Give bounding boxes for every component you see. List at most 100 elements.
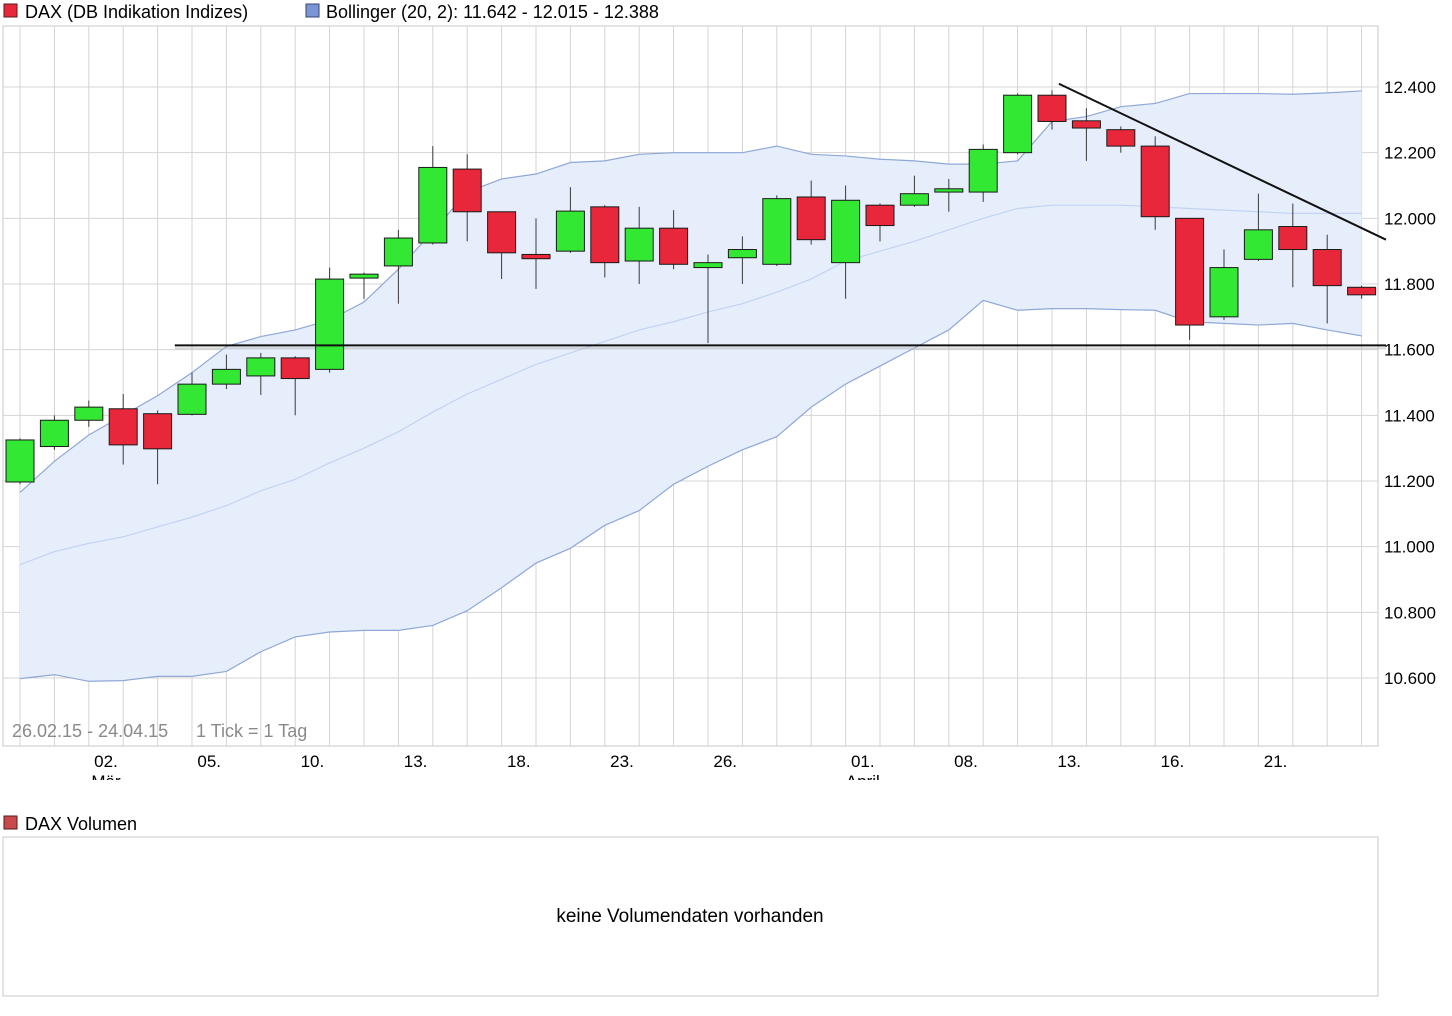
candle: [899, 175, 929, 207]
candle-body-down: [143, 413, 173, 450]
candle-body-up: [246, 357, 276, 377]
candle-body-up: [39, 419, 69, 448]
candle-body-up: [211, 368, 241, 385]
candle: [315, 267, 345, 373]
y-tick-label: 11.200: [1384, 472, 1435, 491]
legend-label-volume: DAX Volumen: [25, 814, 137, 834]
candle: [143, 410, 173, 485]
candle-body-up: [349, 273, 379, 279]
candle: [452, 154, 482, 242]
candle-body-down: [1106, 129, 1136, 147]
candle-body-down: [521, 253, 551, 260]
candle: [831, 185, 861, 299]
candle: [796, 180, 826, 245]
candle-body-up: [418, 166, 448, 244]
main-legend: DAX (DB Indikation Indizes) Bollinger (2…: [3, 2, 659, 22]
y-tick-label: 10.800: [1384, 603, 1436, 622]
y-tick-label: 12.400: [1384, 78, 1436, 97]
range-info: 26.02.15 - 24.04.15: [12, 721, 168, 741]
x-tick-label: 13.: [404, 752, 428, 771]
candle-body-down: [1312, 249, 1342, 287]
y-tick-label: 11.600: [1384, 341, 1435, 360]
candle-body-up: [1003, 94, 1033, 154]
candle: [521, 218, 551, 289]
candle: [1175, 217, 1205, 340]
candle: [487, 211, 517, 280]
candle: [1209, 249, 1239, 321]
candle-body-down: [659, 227, 689, 265]
volume-legend: DAX Volumen: [3, 814, 137, 834]
x-axis-labels: 02. 05. 10. 13. 18. 23. 26. 01. 08. 13. 16. 21. Mär A…: [91, 752, 1288, 791]
bollinger-upper-line: [19, 90, 1362, 493]
candle: [280, 356, 310, 416]
candle: [383, 229, 413, 304]
x-tick-label: 13.: [1057, 752, 1081, 771]
bollinger-lower-line: [19, 299, 1362, 682]
candle: [211, 354, 241, 390]
candle: [555, 187, 585, 253]
candle: [39, 415, 69, 450]
candle: [762, 195, 792, 266]
candle-body-up: [315, 278, 345, 370]
legend-label-bollinger: Bollinger (20, 2): 11.642 - 12.015 - 12.…: [326, 2, 659, 22]
candle-body-up: [1209, 267, 1239, 318]
candle-body-down: [452, 168, 482, 213]
candle-body-up: [1243, 229, 1273, 260]
x-tick-label: 05.: [197, 752, 221, 771]
candle: [1071, 108, 1101, 161]
candle: [693, 254, 723, 344]
candle-body-down: [108, 408, 138, 446]
candle-body-down: [1278, 226, 1308, 251]
candle: [1106, 126, 1136, 153]
candle-body-up: [693, 262, 723, 269]
x-tick-label: 01.: [851, 752, 875, 771]
trendline-resistance: [1058, 82, 1387, 241]
candle: [1037, 90, 1067, 130]
candle-body-up: [968, 148, 998, 193]
legend-label-dax: DAX (DB Indikation Indizes): [25, 2, 248, 22]
legend-swatch-bollinger: [305, 3, 320, 18]
candle-body-up: [383, 237, 413, 267]
candle-body-up: [762, 198, 792, 265]
candle: [349, 272, 379, 299]
candle: [177, 372, 207, 416]
y-tick-label: 12.200: [1384, 144, 1436, 163]
candle-body-down: [865, 204, 895, 227]
x-tick-label: 21.: [1264, 752, 1288, 771]
y-tick-label: 10.600: [1384, 669, 1436, 688]
candle-body-up: [831, 199, 861, 264]
candle-body-down: [1071, 120, 1101, 129]
candle-body-down: [1347, 286, 1377, 296]
candle-body-up: [177, 383, 207, 415]
x-tick-label: 26.: [713, 752, 737, 771]
y-tick-label: 11.800: [1384, 275, 1435, 294]
candle: [590, 205, 620, 278]
y-tick-label: 11.400: [1384, 406, 1435, 425]
x-tick-label: 16.: [1161, 752, 1185, 771]
bollinger-band-area: [20, 90, 1362, 682]
candle-body-up: [727, 249, 757, 259]
x-tick-label: 02.: [94, 752, 118, 771]
candle: [624, 206, 654, 284]
volume-plot-frame: [2, 836, 1379, 997]
x-tick-label: 23.: [610, 752, 634, 771]
candle: [1278, 203, 1308, 288]
x-month-label: April: [846, 772, 880, 791]
candle: [1347, 285, 1377, 299]
candle-body-down: [590, 206, 620, 264]
candle: [74, 400, 104, 427]
candle: [1243, 193, 1273, 262]
y-tick-label: 12.000: [1384, 209, 1436, 228]
candle-body-up: [934, 188, 964, 193]
candle-body-down: [1037, 94, 1067, 122]
candle: [865, 203, 895, 242]
candle-body-up: [74, 406, 104, 421]
x-tick-label: 10.: [301, 752, 325, 771]
x-tick-label: 18.: [507, 752, 531, 771]
x-tick-label: 08.: [954, 752, 978, 771]
candle-body-up: [555, 210, 585, 252]
tick-info: 1 Tick = 1 Tag: [196, 721, 307, 741]
candle-body-up: [624, 227, 654, 262]
candle-body-down: [1140, 145, 1170, 218]
